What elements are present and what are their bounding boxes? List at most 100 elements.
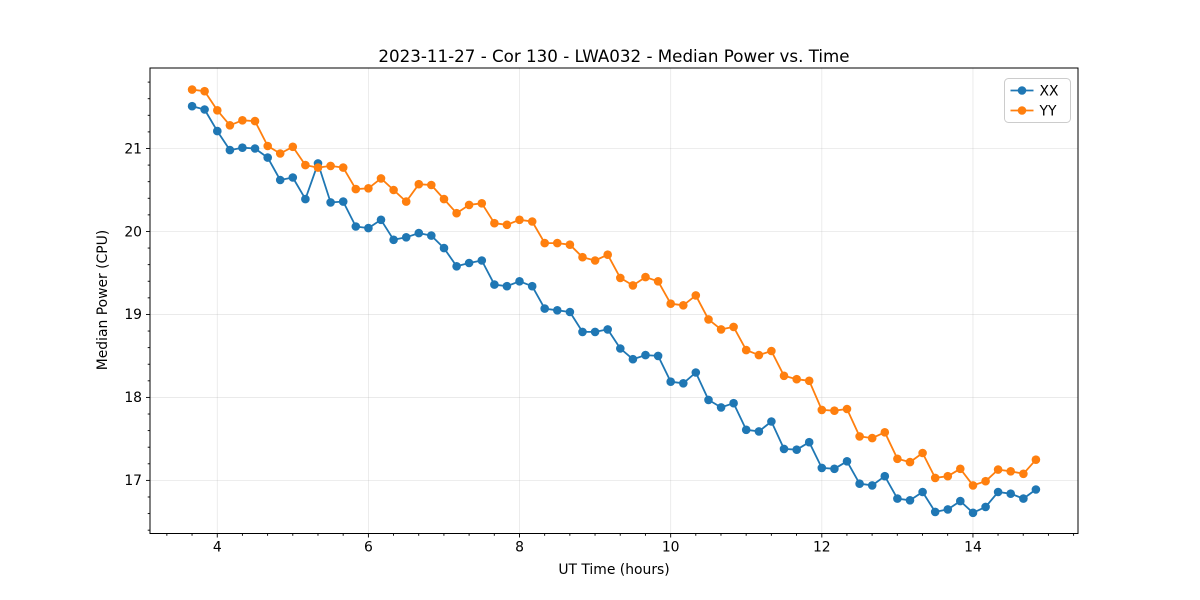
data-point-marker	[729, 322, 738, 332]
data-point-marker	[729, 398, 738, 408]
data-point-marker	[779, 371, 789, 381]
y-tick-label: 21	[124, 141, 142, 157]
data-point-marker	[691, 291, 701, 300]
data-point-marker	[376, 215, 386, 225]
legend: XX YY	[1004, 78, 1071, 123]
data-point-marker	[641, 272, 650, 282]
data-point-marker	[326, 161, 335, 171]
x-tick-label: 12	[813, 540, 831, 556]
data-point-marker	[490, 280, 499, 289]
data-point-marker	[943, 505, 953, 514]
data-point-marker	[452, 208, 461, 218]
data-point-marker	[918, 487, 927, 497]
data-point-marker	[993, 487, 1003, 497]
data-point-marker	[238, 116, 247, 125]
data-point-marker	[956, 464, 965, 474]
data-point-marker	[704, 395, 713, 405]
data-point-marker	[679, 301, 688, 310]
x-tick-label: 6	[364, 540, 373, 556]
data-point-marker	[301, 160, 310, 170]
data-point-marker	[275, 149, 285, 158]
data-point-marker	[880, 428, 890, 437]
data-point-marker	[767, 417, 776, 426]
data-point-marker	[401, 197, 411, 206]
data-point-marker	[993, 465, 1003, 474]
data-point-marker	[754, 427, 764, 436]
series-XX	[187, 101, 1041, 518]
data-point-marker	[930, 507, 940, 517]
data-point-marker	[616, 344, 625, 353]
data-point-marker	[804, 376, 814, 386]
data-point-marker	[653, 351, 663, 361]
data-point-marker	[553, 238, 562, 248]
data-point-marker	[301, 194, 310, 204]
y-tick-label: 18	[124, 390, 142, 406]
data-point-marker	[691, 368, 701, 377]
data-point-marker	[943, 471, 953, 481]
data-point-marker	[1031, 455, 1041, 465]
data-point-marker	[792, 374, 801, 384]
data-point-marker	[250, 116, 260, 126]
data-point-marker	[767, 346, 776, 356]
data-point-marker	[565, 240, 575, 249]
data-point-marker	[918, 448, 927, 458]
data-point-marker	[880, 471, 890, 481]
data-point-marker	[1019, 469, 1028, 479]
data-point-marker	[603, 325, 612, 334]
data-point-marker	[427, 231, 436, 240]
data-point-marker	[779, 444, 789, 454]
data-point-marker	[741, 425, 751, 435]
data-point-marker	[855, 432, 864, 441]
data-point-marker	[704, 315, 713, 324]
legend-entry-YY: YY	[1010, 103, 1057, 119]
data-point-marker	[187, 85, 197, 94]
y-axis-label: Median Power (CPU)	[95, 229, 111, 371]
data-point-marker	[905, 457, 915, 467]
ticks	[146, 81, 1075, 538]
data-point-marker	[603, 250, 612, 259]
legend-label: YY	[1039, 103, 1057, 119]
data-point-marker	[666, 299, 675, 309]
data-point-marker	[213, 106, 222, 115]
data-point-marker	[338, 197, 348, 206]
data-point-marker	[754, 350, 764, 360]
y-tick-label: 20	[124, 224, 142, 240]
data-point-marker	[250, 144, 260, 153]
data-point-marker	[842, 457, 852, 466]
series-YY-markers	[187, 85, 1041, 490]
series-YY	[187, 85, 1041, 490]
data-point-marker	[490, 218, 499, 228]
data-point-marker	[427, 180, 436, 190]
data-point-marker	[540, 238, 549, 248]
data-point-marker	[263, 141, 273, 151]
data-point-marker	[716, 325, 726, 334]
data-point-marker	[351, 222, 361, 231]
data-point-marker	[666, 377, 675, 387]
data-point-marker	[830, 406, 839, 416]
data-point-marker	[553, 306, 562, 315]
data-point-marker	[414, 228, 424, 238]
data-point-marker	[389, 235, 398, 245]
data-point-marker	[565, 307, 575, 317]
data-point-marker	[439, 194, 449, 204]
data-point-marker	[389, 185, 398, 195]
data-point-marker	[351, 184, 361, 194]
data-point-marker	[641, 350, 650, 360]
y-tick-label: 17	[124, 473, 142, 489]
data-point-marker	[1019, 494, 1028, 503]
data-point-marker	[578, 252, 587, 262]
data-point-marker	[653, 277, 663, 286]
data-point-marker	[968, 508, 978, 518]
legend-label: XX	[1040, 83, 1060, 99]
data-point-marker	[590, 256, 600, 265]
data-point-marker	[477, 256, 487, 265]
data-point-marker	[187, 101, 197, 111]
data-point-marker	[893, 494, 902, 503]
data-point-marker	[867, 481, 877, 490]
x-tick-label: 10	[662, 540, 680, 556]
data-point-marker	[628, 354, 638, 364]
data-point-marker	[527, 281, 537, 291]
data-point-marker	[804, 437, 814, 447]
